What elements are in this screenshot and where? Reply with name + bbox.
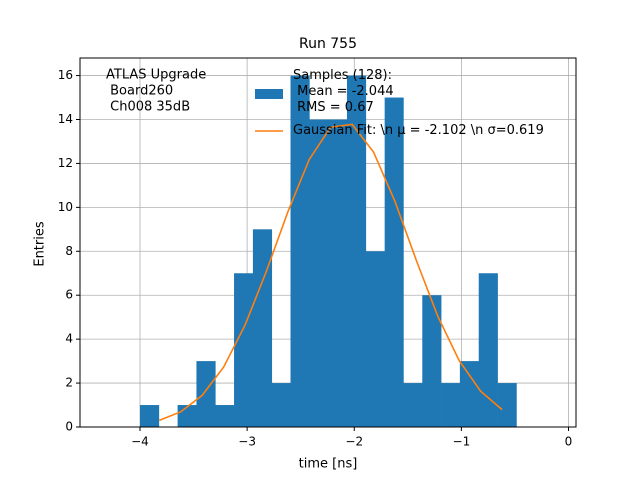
x-tick-label: −2: [345, 435, 363, 449]
chart-title: Run 755: [299, 36, 357, 52]
bar: [290, 75, 310, 428]
y-tick-label: 10: [58, 200, 73, 214]
bar: [346, 75, 367, 428]
bar: [365, 251, 385, 427]
bar: [309, 119, 329, 427]
legend-label: Gaussian Fit: \n μ = -2.102 \n σ=0.619: [293, 123, 544, 138]
x-tick-label: −1: [453, 435, 471, 449]
bar: [441, 383, 461, 427]
bar: [422, 295, 442, 427]
plot-frame: [79, 57, 577, 428]
x-tick-label: −3: [238, 435, 256, 449]
bar: [177, 405, 197, 427]
y-axis-label: Entries: [33, 221, 48, 267]
x-tick-label: 0: [565, 435, 573, 449]
annotation: Ch008 35dB: [106, 100, 190, 115]
y-tick-label: 12: [58, 156, 73, 170]
y-tick-label: 2: [65, 376, 73, 390]
fit-line: [158, 123, 503, 422]
bar: [196, 361, 216, 427]
y-tick-label: 8: [65, 244, 73, 258]
y-tick-label: 16: [58, 68, 73, 82]
annotation: Board260: [106, 84, 173, 99]
y-tick-label: 0: [65, 420, 73, 434]
bar: [215, 405, 235, 427]
bar: [328, 119, 348, 427]
bar: [497, 383, 517, 427]
annotation: ATLAS Upgrade: [106, 68, 206, 83]
legend-label: Samples (128): Mean = -2.044 RMS = 0.67: [293, 68, 394, 115]
x-axis-label: time [ns]: [299, 457, 358, 472]
bar: [384, 97, 404, 428]
bar: [234, 273, 254, 427]
legend-swatch: [255, 89, 283, 99]
y-tick-label: 6: [65, 288, 73, 302]
bar: [403, 383, 423, 427]
bar: [459, 361, 480, 427]
bar: [478, 273, 498, 427]
y-tick-label: 4: [65, 332, 73, 346]
x-tick-label: −4: [131, 435, 149, 449]
bar: [271, 383, 291, 427]
bar: [252, 229, 273, 427]
y-tick-label: 14: [58, 112, 73, 126]
bar: [139, 405, 160, 427]
